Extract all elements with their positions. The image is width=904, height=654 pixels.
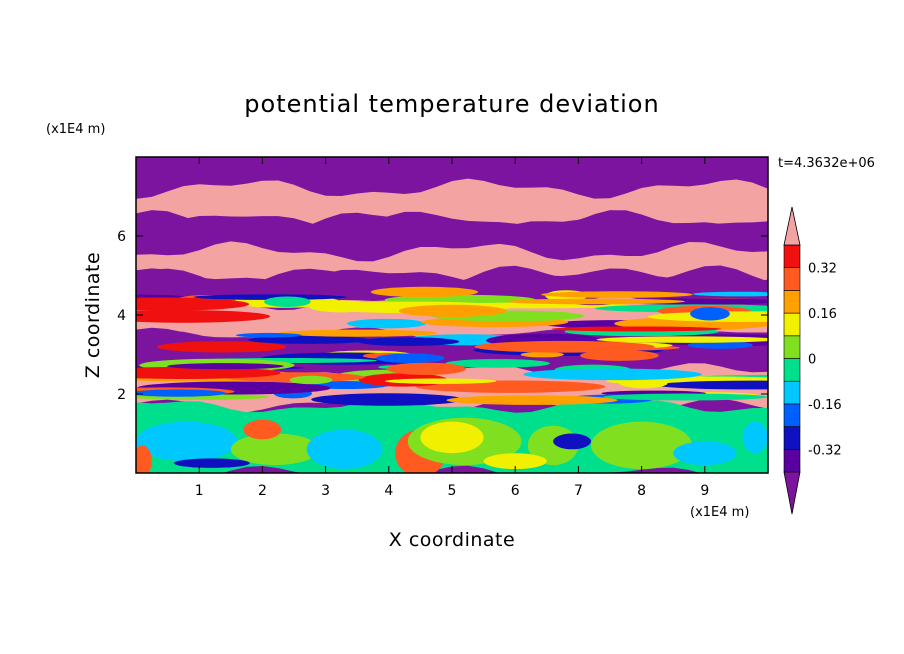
field-streak (278, 329, 438, 337)
field-streak (618, 377, 668, 389)
field-blob (420, 421, 484, 454)
colorbar-under-arrow (783, 471, 801, 515)
colorbar-segment (783, 290, 801, 314)
colorbar-segment (783, 358, 801, 382)
x-tick-label: 8 (637, 483, 646, 499)
x-tick-label: 3 (321, 483, 330, 499)
y-tick-label: 2 (117, 387, 126, 403)
field-band-2 (136, 210, 768, 261)
colorbar-segment (783, 426, 801, 450)
field-streak (375, 353, 445, 363)
field-streak (687, 341, 753, 349)
y-axis: 2 4 6 (117, 229, 768, 403)
x-axis-unit: (x1E4 m) (690, 505, 749, 520)
time-label: t=4.3632e+06 (778, 156, 875, 171)
x-axis: 1 2 3 4 5 6 7 8 9 (195, 157, 709, 499)
field-streak (596, 336, 768, 343)
field-blob (243, 419, 282, 440)
field-streak (506, 298, 686, 305)
field-streak (523, 368, 702, 381)
field-streak (386, 362, 467, 375)
field-blob (173, 458, 250, 468)
colorbar-segment (783, 267, 801, 291)
colorbar-label: 0.32 (808, 262, 837, 277)
x-tick-label: 9 (700, 483, 709, 499)
chart-title: potential temperature deviation (244, 90, 659, 118)
field-band-0 (136, 157, 768, 199)
field-streak (603, 393, 768, 401)
field-streak (656, 380, 768, 390)
y-axis-label: Z coordinate (82, 252, 104, 378)
field-streak (347, 318, 427, 329)
y-tick-label: 6 (117, 229, 126, 245)
field-streak (248, 335, 370, 344)
x-tick-label: 6 (511, 483, 520, 499)
field-band-1 (136, 178, 768, 231)
colorbar-label: -0.16 (808, 398, 842, 413)
field-streak (136, 366, 281, 380)
colorbar-segment (783, 380, 801, 405)
colorbar-segment (783, 448, 801, 473)
y-axis-unit: (x1E4 m) (46, 122, 105, 137)
field-streak (370, 286, 479, 298)
field-blob (673, 441, 737, 466)
field-streak (445, 359, 551, 368)
field-blob (136, 445, 152, 473)
field-blob (230, 433, 320, 466)
field-blob (591, 421, 693, 470)
field-streak (235, 332, 302, 338)
field-streak (193, 294, 347, 300)
field-streak (474, 340, 655, 353)
x-tick-label: 1 (195, 483, 204, 499)
field-streak (166, 363, 284, 370)
field-streak (385, 378, 497, 384)
colorbar-segment (783, 403, 801, 427)
field-streak (551, 326, 722, 332)
field-streak (308, 300, 374, 313)
field-streak (690, 307, 730, 321)
x-tick-label: 4 (384, 483, 393, 499)
colorbar-label: 0.16 (808, 307, 837, 322)
field-streak (580, 350, 659, 361)
field-streak (289, 375, 333, 385)
colorbar-over-arrow (783, 206, 801, 246)
field-streak (136, 389, 226, 397)
field-blob (483, 453, 547, 470)
colorbar-segment (783, 335, 801, 359)
field-streak (517, 386, 564, 391)
colorbar-segment (783, 312, 801, 337)
colorbar-label: 0 (808, 353, 816, 368)
field-streak (156, 341, 287, 353)
field-blob (306, 429, 383, 470)
x-tick-label: 5 (448, 483, 457, 499)
field-blob (553, 433, 592, 450)
x-axis-label: X coordinate (389, 529, 515, 551)
field-streak (398, 304, 507, 317)
colorbar-label: -0.32 (808, 443, 842, 458)
field-streak (520, 351, 564, 358)
y-tick-label: 4 (117, 308, 126, 324)
colorbar-segment (783, 244, 801, 269)
field-streak (136, 310, 271, 323)
field-streak (311, 393, 463, 406)
field-streak (446, 395, 618, 405)
field-streak (540, 291, 693, 298)
contour-field (136, 157, 768, 473)
field-blob (136, 421, 238, 462)
colorbar: 0.32 0.16 0 -0.16 -0.32 (783, 206, 842, 515)
x-tick-label: 2 (258, 483, 267, 499)
field-streak (692, 291, 768, 297)
field-streak (264, 296, 311, 307)
x-tick-label: 7 (574, 483, 583, 499)
field-streak (357, 337, 460, 346)
field-streak (136, 297, 250, 311)
field-blob (742, 421, 768, 454)
